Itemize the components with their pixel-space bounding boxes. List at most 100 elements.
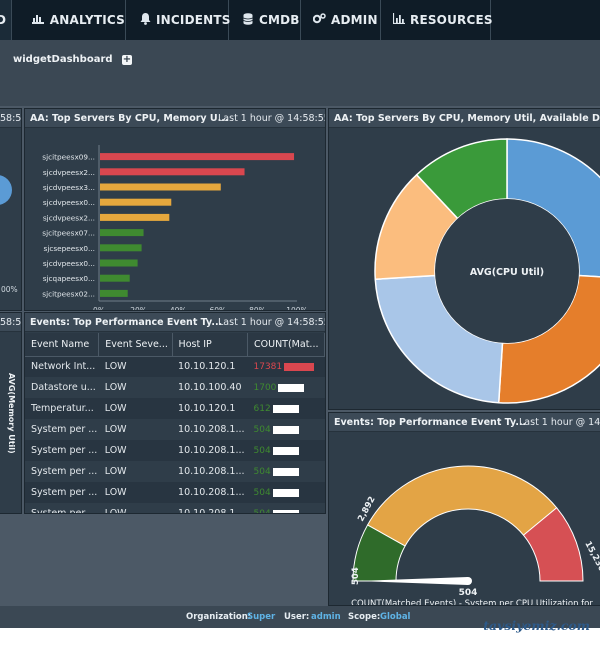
count-cell: 504 — [248, 461, 325, 482]
org-label: Organization: — [186, 612, 252, 622]
tab-cmdb-label: CMDB — [259, 13, 300, 27]
widget-top-servers-bar[interactable]: AA: Top Servers By CPU, Memory U... Last… — [24, 108, 326, 311]
status-footer: Organization: Super User: admin Scope: G… — [0, 606, 600, 628]
gauge-band — [366, 465, 558, 547]
category-label: sjcqapeesx0... — [43, 274, 95, 283]
severity-cell: LOW — [98, 482, 173, 503]
widget-header: 58:55 — [0, 109, 21, 128]
host-ip-cell: 10.10.120.1 — [172, 398, 248, 419]
count-bar — [284, 362, 315, 371]
widget-header: 58:55 — [0, 313, 21, 332]
widget-header: Events: Top Performance Event Ty... Last… — [329, 413, 600, 432]
table-row[interactable]: Network Int... LOW 10.10.120.1 17381 — [25, 356, 325, 377]
tab-incidents[interactable]: INCIDENTS — [126, 0, 230, 40]
count-bar — [272, 467, 299, 476]
event-name-cell: System per ... — [31, 466, 98, 477]
dashboard-toolbar — [0, 40, 600, 106]
tab-cmdb[interactable]: CMDB — [229, 0, 301, 40]
chart-icon — [392, 13, 405, 27]
gauge-band — [522, 507, 584, 582]
widget-header: AA: Top Servers By CPU, Memory Util, Ava… — [329, 109, 600, 128]
event-name-cell: Network Int... — [25, 356, 99, 377]
count-cell: 504 — [248, 503, 325, 513]
event-name-cell: System per ... — [25, 440, 99, 461]
top-nav: D ANALYTICS INCIDENTS CMDB ADMIN RESOURC… — [0, 0, 600, 40]
event-name-cell: System per ... — [31, 508, 98, 514]
host-ip-cell: 10.10.208.1... — [178, 508, 245, 514]
bar — [100, 274, 130, 282]
category-label: sjcdvpeesx2... — [43, 168, 95, 177]
scope-value[interactable]: Global — [380, 612, 411, 622]
tab-admin-label: ADMIN — [331, 13, 378, 27]
host-ip-cell: 10.10.100.40 — [178, 382, 242, 393]
tab-dashboard[interactable]: D — [0, 0, 12, 40]
donut-hole — [435, 199, 579, 343]
widget-events-gauge[interactable]: Events: Top Performance Event Ty... Last… — [328, 412, 600, 606]
host-ip-cell: 10.10.208.1... — [178, 424, 245, 435]
table-row[interactable]: Temperatur... LOW 10.10.120.1 612 — [25, 398, 325, 419]
table-row[interactable]: System per ... LOW 10.10.208.1... 504 — [25, 503, 325, 514]
host-ip-cell: 10.10.120.1 — [172, 356, 248, 377]
widget-events-table[interactable]: Events: Top Performance Event Ty... Last… — [24, 312, 326, 514]
bar — [100, 229, 144, 237]
user-value[interactable]: admin — [311, 612, 341, 622]
count-value: 504 — [253, 424, 271, 435]
category-label: sjcsepeesx0... — [44, 244, 95, 253]
events-table: Event Name Event Seve... Host IP COUNT(M… — [25, 333, 325, 514]
count-cell: 17381 — [247, 356, 325, 377]
table-row[interactable]: System per ... LOW 10.10.208.1... 504 — [25, 419, 325, 440]
column-header[interactable]: COUNT(Mat... — [247, 333, 325, 357]
dashboard-name[interactable]: widgetDashboard — [13, 54, 113, 65]
tick-label: 100% — [286, 306, 307, 311]
partial-pie-slice — [0, 175, 12, 205]
org-value[interactable]: Super — [247, 612, 276, 622]
bar — [100, 153, 295, 161]
category-label: sjcdvpeesx2... — [43, 213, 95, 222]
tick-label: 60% — [209, 306, 226, 311]
widget-left-bottom[interactable]: 58:55 AVG(Memory Util) — [0, 312, 22, 514]
event-name-cell: System per ... — [25, 482, 99, 503]
column-header[interactable]: Event Name — [25, 333, 100, 357]
event-name-cell: Temperatur... — [25, 398, 99, 419]
widget-left-top[interactable]: 58:55 00% — [0, 108, 22, 311]
tab-dashboard-label: D — [0, 13, 7, 27]
widget-title: AA: Top Servers By CPU, Memory Util, Ava… — [334, 113, 600, 124]
severity-cell: LOW — [98, 398, 173, 419]
bar — [100, 259, 138, 267]
table-row[interactable]: System per ... LOW 10.10.208.1... 504 — [25, 482, 325, 503]
count-bar — [272, 404, 299, 413]
bar — [100, 244, 142, 252]
bar — [100, 198, 172, 206]
tab-resources[interactable]: RESOURCES — [381, 0, 493, 40]
count-cell: 612 — [247, 398, 325, 419]
gears-icon — [312, 13, 326, 27]
count-bar — [272, 488, 299, 497]
gauge-max-label: 15,236 — [582, 540, 600, 574]
count-value: 612 — [253, 403, 271, 414]
category-label: sjcdvpeesx3... — [43, 183, 95, 192]
dashboard-canvas: 58:55 00% 58:55 AVG(Memory Util) AA: Top… — [0, 106, 600, 606]
add-widget-button[interactable]: + — [122, 54, 132, 65]
partial-chart: 00% — [0, 175, 18, 294]
table-header-row: Event Name Event Seve... Host IP COUNT(M… — [25, 333, 325, 357]
tick-label: 80% — [249, 306, 266, 311]
column-header[interactable]: Event Seve... — [98, 333, 173, 357]
table-row[interactable]: System per ... LOW 10.10.208.1... 504 — [25, 440, 325, 461]
gauge-value-label: 504 — [459, 588, 478, 598]
table-row[interactable]: System per ... LOW 10.10.208.1... 504 — [25, 461, 325, 482]
tab-analytics[interactable]: ANALYTICS — [18, 0, 126, 40]
bar — [100, 289, 128, 297]
count-value: 504 — [253, 445, 271, 456]
gauge-footer-label: COUNT(Matched Events) - System per CPU U… — [351, 599, 593, 606]
table-row[interactable]: Datastore u... LOW 10.10.100.40 1700 — [25, 377, 325, 398]
widget-header: Events: Top Performance Event Ty... Last… — [25, 313, 325, 332]
tab-admin[interactable]: ADMIN — [301, 0, 381, 40]
column-header[interactable]: Host IP — [172, 333, 249, 357]
widget-top-servers-donut[interactable]: AA: Top Servers By CPU, Memory Util, Ava… — [328, 108, 600, 410]
widget-title: Events: Top Performance Event Ty... — [334, 417, 527, 428]
donut-chart: AVG(CPU Util) — [374, 138, 600, 404]
host-ip-cell: 10.10.208.1... — [172, 482, 248, 503]
count-bar — [272, 509, 299, 513]
donut-center-label: AVG(CPU Util) — [470, 267, 544, 278]
